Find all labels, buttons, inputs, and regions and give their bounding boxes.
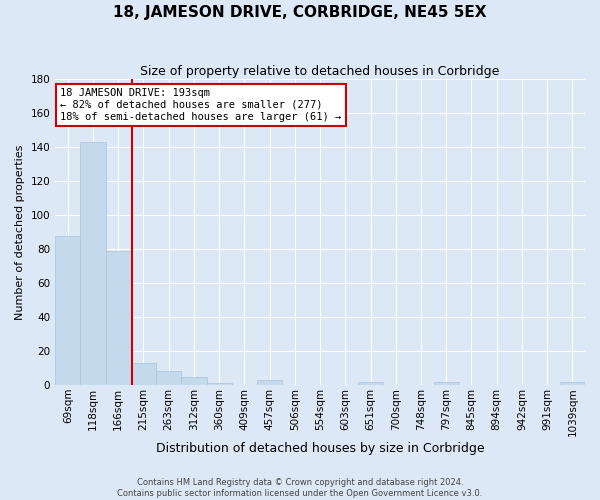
Text: 18, JAMESON DRIVE, CORBRIDGE, NE45 5EX: 18, JAMESON DRIVE, CORBRIDGE, NE45 5EX bbox=[113, 5, 487, 20]
Bar bbox=[434, 382, 459, 385]
Bar bbox=[80, 142, 106, 385]
Bar bbox=[206, 384, 232, 385]
Text: Contains HM Land Registry data © Crown copyright and database right 2024.
Contai: Contains HM Land Registry data © Crown c… bbox=[118, 478, 482, 498]
Bar bbox=[257, 380, 282, 385]
Bar bbox=[181, 376, 206, 385]
X-axis label: Distribution of detached houses by size in Corbridge: Distribution of detached houses by size … bbox=[156, 442, 484, 455]
Bar bbox=[131, 363, 156, 385]
Bar bbox=[106, 251, 131, 385]
Y-axis label: Number of detached properties: Number of detached properties bbox=[15, 144, 25, 320]
Text: 18 JAMESON DRIVE: 193sqm
← 82% of detached houses are smaller (277)
18% of semi-: 18 JAMESON DRIVE: 193sqm ← 82% of detach… bbox=[61, 88, 342, 122]
Bar bbox=[55, 236, 80, 385]
Bar bbox=[358, 382, 383, 385]
Title: Size of property relative to detached houses in Corbridge: Size of property relative to detached ho… bbox=[140, 65, 500, 78]
Bar bbox=[156, 372, 181, 385]
Bar bbox=[560, 382, 585, 385]
